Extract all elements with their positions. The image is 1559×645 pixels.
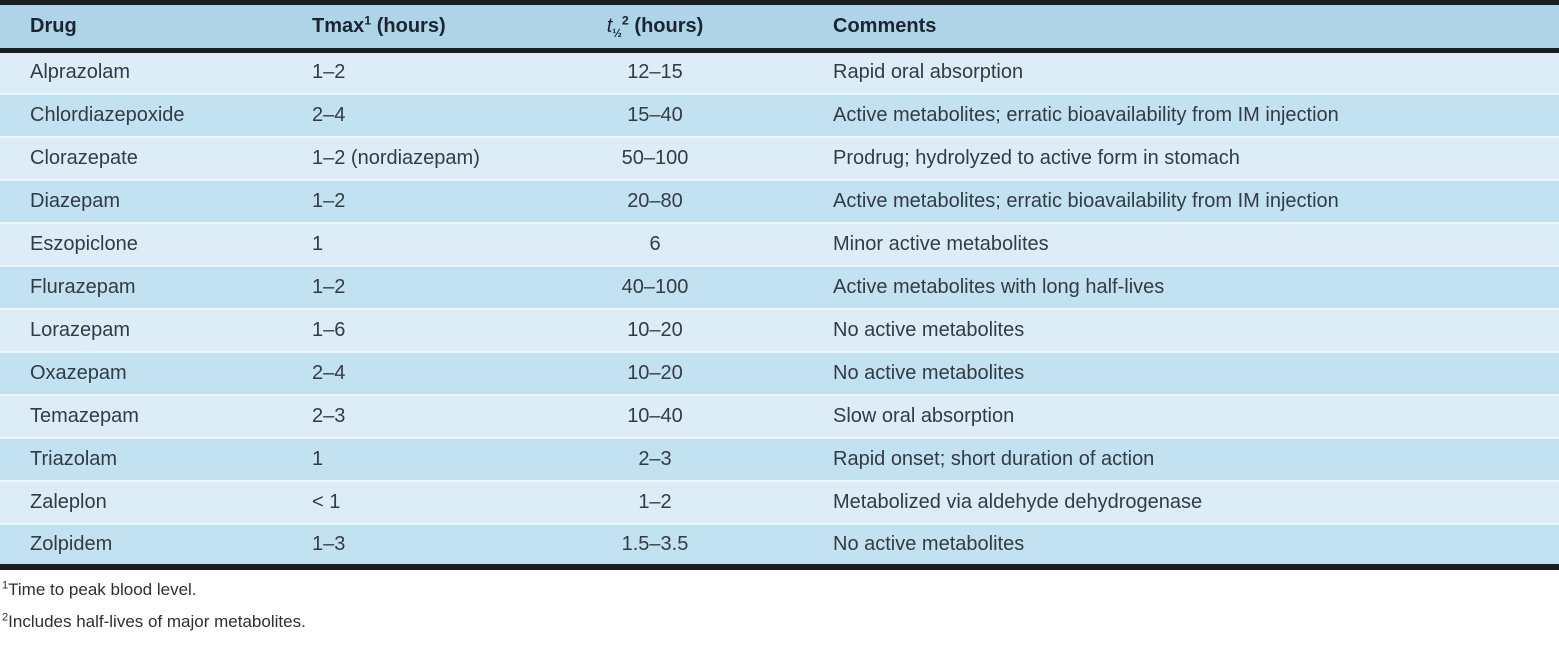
drug-cell: Flurazepam [0,265,300,310]
drug-cell: Clorazepate [0,136,300,181]
drug-cell: Oxazepam [0,351,300,396]
footnote-half-lives: 2Includes half-lives of major metabolite… [2,611,1559,632]
tmax-cell: 2–4 [300,351,530,396]
table-row-zaleplon: Zaleplon < 1 1–2 Metabolized via aldehyd… [0,480,1559,525]
footnotes-section: 1Time to peak blood level. 2Includes hal… [0,570,1559,633]
table-row-temazepam: Temazepam 2–3 10–40 Slow oral absorption [0,394,1559,439]
col-header-tmax: Tmax1 (hours) [300,2,530,53]
thalf-cell: 40–100 [530,265,780,310]
footnote-marker: 1 [2,578,9,591]
drug-cell: Diazepam [0,179,300,224]
table-row-diazepam: Diazepam 1–2 20–80 Active metabolites; e… [0,179,1559,224]
table-body: Alprazolam 1–2 12–15 Rapid oral absorpti… [0,50,1559,567]
drug-cell: Temazepam [0,394,300,439]
comments-cell: No active metabolites [780,308,1559,353]
thalf-footnote-marker: 2 [621,13,629,28]
thalf-cell: 12–15 [530,50,780,95]
drug-cell: Lorazepam [0,308,300,353]
tmax-cell: 2–4 [300,93,530,138]
col-header-drug: Drug [0,2,300,53]
thalf-cell: 2–3 [530,437,780,482]
table-row-oxazepam: Oxazepam 2–4 10–20 No active metabolites [0,351,1559,396]
comments-cell: Metabolized via aldehyde dehydrogenase [780,480,1559,525]
table-row-flurazepam: Flurazepam 1–2 40–100 Active metabolites… [0,265,1559,310]
table-row-zolpidem: Zolpidem 1–3 1.5–3.5 No active metabolit… [0,523,1559,567]
tmax-cell: 1–2 [300,179,530,224]
table-row-alprazolam: Alprazolam 1–2 12–15 Rapid oral absorpti… [0,50,1559,95]
drug-cell: Alprazolam [0,50,300,95]
tmax-cell: 1–2 (nordiazepam) [300,136,530,181]
tmax-footnote-marker: 1 [364,13,372,28]
comments-cell: No active metabolites [833,532,1025,555]
comments-cell: Prodrug; hydrolyzed to active form in st… [780,136,1559,181]
comments-cell: Active metabolites; erratic bioavailabil… [780,179,1559,224]
tmax-cell: 1–2 [300,265,530,310]
tmax-cell: 1 [300,437,530,482]
tmax-cell: 1 [300,222,530,267]
comments-cell: Minor active metabolites [780,222,1559,267]
col-header-comments: Comments [780,2,1559,53]
footnote-text: Includes half-lives of major metabolites… [8,611,306,631]
tmax-label: Tmax [312,15,365,37]
drug-cell: Chlordiazepoxide [0,93,300,138]
drug-cell: Eszopiclone [0,222,300,267]
footnote-marker: 2 [2,611,9,624]
thalf-cell: 1.5–3.5 [621,532,689,555]
thalf-cell: 10–40 [530,394,780,439]
table-row-eszopiclone: Eszopiclone 1 6 Minor active metabolites [0,222,1559,267]
thalf-unit-label: (hours) [634,15,704,37]
comments-cell: Rapid oral absorption [780,50,1559,95]
thalf-cell: 15–40 [530,93,780,138]
thalf-cell: 1–2 [530,480,780,525]
header-row: Drug Tmax1 (hours) t½2 (hours) Comments [0,2,1559,53]
drug-cell: Zaleplon [0,480,300,525]
tmax-cell: 2–3 [300,394,530,439]
footnote-text: Time to peak blood level. [8,579,197,599]
comments-cell: Rapid onset; short duration of action [780,437,1559,482]
thalf-symbol: t [606,15,613,37]
thalf-cell: 20–80 [530,179,780,224]
drug-pharmacokinetics-table: Drug Tmax1 (hours) t½2 (hours) Comments Al… [0,0,1559,570]
table-row-triazolam: Triazolam 1 2–3 Rapid onset; short durat… [0,437,1559,482]
thalf-cell: 10–20 [530,308,780,353]
thalf-cell: 10–20 [530,351,780,396]
drug-cell: Triazolam [0,437,300,482]
tmax-cell: < 1 [300,480,530,525]
comments-cell: No active metabolites [780,351,1559,396]
comments-cell: Slow oral absorption [780,394,1559,439]
tmax-cell: 1–3 [312,532,346,555]
table-row-chlordiazepoxide: Chlordiazepoxide 2–4 15–40 Active metabo… [0,93,1559,138]
tmax-cell: 1–2 [300,50,530,95]
tmax-unit-label: (hours) [376,15,446,37]
col-header-thalf: t½2 (hours) [530,2,780,53]
table-row-clorazepate: Clorazepate 1–2 (nordiazepam) 50–100 Pro… [0,136,1559,181]
footnote-time-to-peak: 1Time to peak blood level. [2,579,1559,600]
tmax-cell: 1–6 [300,308,530,353]
table-row-lorazepam: Lorazepam 1–6 10–20 No active metabolite… [0,308,1559,353]
comments-cell: Active metabolites with long half-lives [780,265,1559,310]
drug-cell: Zolpidem [30,532,113,555]
thalf-cell: 50–100 [530,136,780,181]
comments-cell: Active metabolites; erratic bioavailabil… [780,93,1559,138]
table-header: Drug Tmax1 (hours) t½2 (hours) Comments [0,2,1559,53]
thalf-cell: 6 [530,222,780,267]
thalf-subscript: ½ [612,27,622,40]
